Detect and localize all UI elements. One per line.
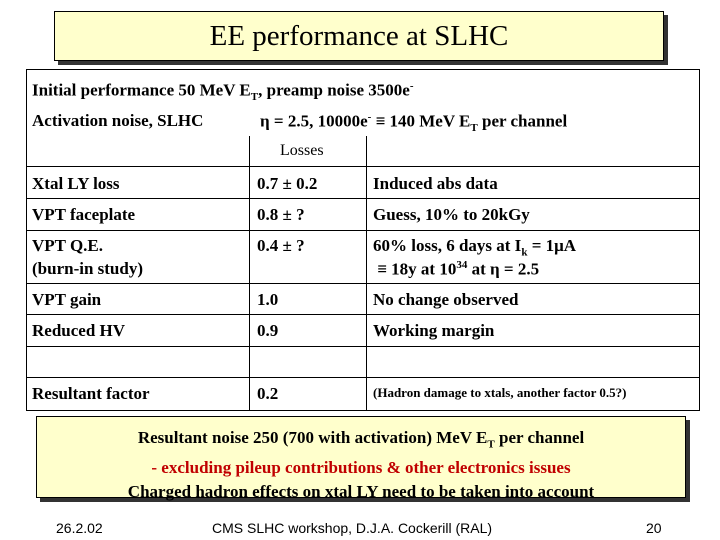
row-loss: 1.0: [257, 290, 279, 309]
performance-table: Initial performance 50 MeV ET, preamp no…: [26, 69, 700, 411]
activation-eta-text: η = 2.5, 10000e: [260, 111, 368, 131]
ik-subscript: k: [521, 246, 528, 259]
grid-line: [27, 314, 699, 315]
row-item: VPT Q.E.: [32, 236, 104, 255]
grid-line: [27, 166, 699, 167]
grid-line: [27, 230, 699, 231]
column-divider: [366, 136, 367, 411]
slide-title: EE performance at SLHC: [54, 11, 664, 61]
column-divider: [249, 136, 250, 411]
row-loss: 0.9: [257, 321, 279, 340]
activation-equiv-text: ≡ 140 MeV E: [371, 111, 471, 131]
row-comment: Induced abs data: [373, 174, 498, 193]
slide-title-text: EE performance at SLHC: [209, 19, 509, 52]
losses-label: Losses: [280, 142, 324, 159]
row-comment: (Hadron damage to xtals, another factor …: [373, 385, 627, 400]
preamp-noise-text: , preamp noise 3500e: [258, 80, 410, 100]
row-item: Xtal LY loss: [32, 174, 120, 193]
grid-line: [27, 377, 699, 378]
row-loss: 0.7 ± 0.2: [257, 174, 318, 193]
row-loss: 0.8 ± ?: [257, 205, 305, 224]
row-item-detail: (burn-in study): [32, 259, 144, 278]
exponent-superscript: 34: [456, 259, 468, 271]
row-item: VPT gain: [32, 290, 102, 309]
row-item: Reduced HV: [32, 321, 126, 340]
row-loss: 0.2: [257, 384, 279, 403]
grid-line: [27, 283, 699, 284]
summary-box: Resultant noise 250 (700 with activation…: [36, 416, 686, 501]
row-item: VPT faceplate: [32, 205, 136, 224]
row-comment2-text: ≡ 18y at 10: [377, 259, 457, 279]
summary-line-2: - excluding pileup contributions & other…: [151, 458, 571, 478]
row-comment-detail: ≡ 18y at 1034 at η = 2.5: [373, 259, 539, 280]
footer-page-number: 20: [646, 520, 662, 536]
summary-line-3: Charged hadron effects on xtal LY need t…: [127, 482, 595, 502]
footer-center: CMS SLHC workshop, D.J.A. Cockerill (RAL…: [212, 520, 493, 536]
activation-per-channel: per channel: [477, 111, 568, 131]
summary-line-1-text: Resultant noise 250 (700 with activation…: [137, 428, 488, 447]
activation-et-sub: T: [470, 122, 478, 135]
electron-superscript: -: [409, 80, 414, 92]
grid-line: [27, 346, 699, 347]
row-comment: Working margin: [373, 321, 495, 340]
initial-performance-text: Initial performance 50 MeV E: [32, 80, 251, 100]
row-comment2-rest: at η = 2.5: [467, 259, 540, 279]
summary-et-sub: T: [487, 438, 495, 451]
activation-electron-sup: -: [367, 111, 372, 123]
grid-line: [27, 198, 699, 199]
row-comment-text: 60% loss, 6 days at I: [373, 236, 522, 255]
row-comment: No change observed: [373, 290, 519, 309]
row-comment-rest: = 1μA: [527, 236, 577, 255]
row-comment: 60% loss, 6 days at Ik = 1μA: [373, 236, 576, 258]
row-item: Resultant factor: [32, 384, 150, 403]
row-comment: Guess, 10% to 20kGy: [373, 205, 530, 224]
summary-line-1-rest: per channel: [494, 428, 585, 447]
footer-date: 26.2.02: [56, 520, 103, 536]
row-loss: 0.4 ± ?: [257, 236, 305, 255]
activation-label: Activation noise, SLHC: [32, 111, 204, 130]
summary-line-1: Resultant noise 250 (700 with activation…: [37, 426, 685, 456]
et-subscript: T: [250, 91, 259, 104]
